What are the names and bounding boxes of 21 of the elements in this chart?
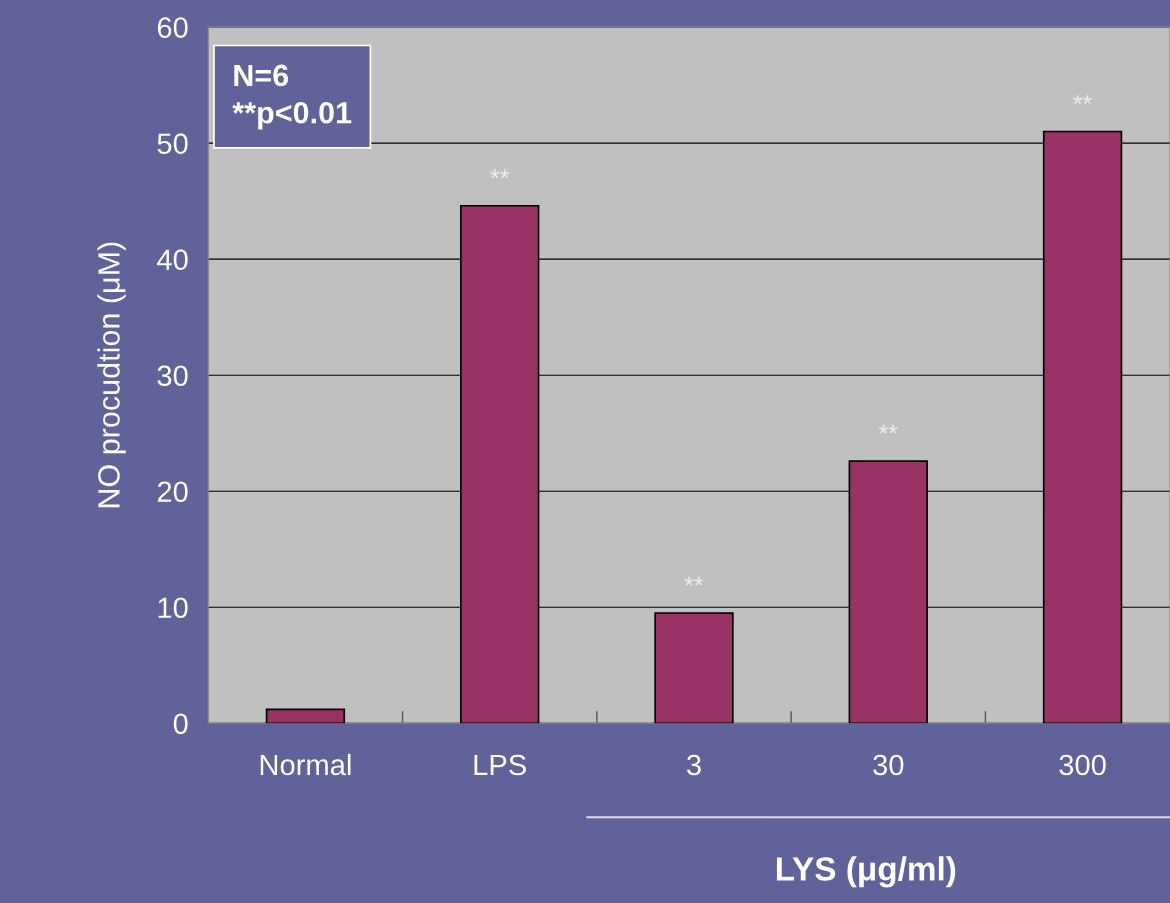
annotation: ** (878, 424, 898, 434)
y-tick-label: 20 (157, 481, 188, 503)
x-tick-label: Normal (260, 753, 351, 776)
x-tick-label: 300 (1059, 754, 1106, 776)
x-tick-label: LPS (474, 754, 526, 776)
annotation: N=6 **p<0.01 (232, 64, 352, 130)
bar (265, 708, 346, 724)
annotation: ** (684, 576, 704, 586)
y-tick-label: 10 (158, 597, 188, 619)
x-tick-label: 30 (873, 754, 904, 776)
x-tick-label: 3 (686, 754, 701, 776)
y-tick-label: 60 (157, 17, 188, 38)
y-tick-label: 0 (173, 713, 188, 735)
y-tick-label: 30 (157, 365, 188, 387)
bar (654, 612, 734, 724)
y-tick-label: 50 (157, 133, 188, 154)
annotation: ** (490, 169, 510, 179)
annotation: ** (1073, 95, 1092, 105)
y-axis-title: NO procudtion (μM) (97, 242, 126, 508)
y-tick-label: 40 (157, 249, 188, 271)
x-axis-title: LYS (μg/ml) (776, 856, 956, 888)
